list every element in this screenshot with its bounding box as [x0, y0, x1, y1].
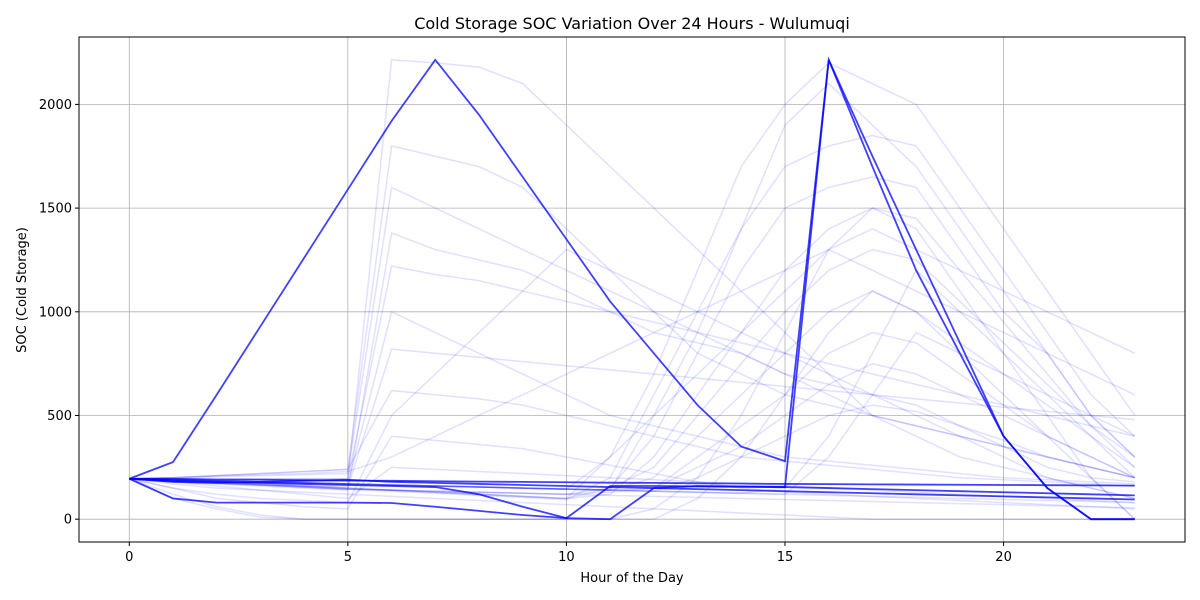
series-line: [129, 62, 1136, 490]
series-line: [129, 265, 1135, 480]
x-tick-label: 5: [344, 550, 352, 565]
series-line: [129, 362, 1136, 496]
series-line: [129, 228, 1136, 480]
highlighted-series-line: [129, 56, 1135, 521]
series-line: [129, 478, 1135, 520]
series-line: [129, 134, 1136, 501]
y-axis-title: SOC (Cold Storage): [15, 227, 30, 353]
highlighted-series-line: [129, 477, 1135, 501]
y-tick-label: 1000: [39, 305, 72, 320]
series-line: [129, 144, 1135, 500]
series-line: [129, 310, 1135, 485]
highlighted-series-layer: [128, 56, 1135, 521]
plot-frame: [78, 36, 1186, 543]
series-line: [129, 348, 1135, 488]
series-line: [129, 231, 1135, 491]
series-line: [129, 176, 1136, 500]
series-line: [129, 248, 1136, 500]
series-line: [129, 478, 1135, 504]
series-line: [129, 82, 1136, 491]
highlighted-series-line: [128, 477, 1135, 521]
y-axis-ticks: 0 500 1000 1500 2000: [39, 98, 79, 528]
series-line: [129, 186, 1135, 480]
x-tick-label: 0: [125, 550, 133, 565]
grid-layer: [79, 37, 1185, 542]
series-line: [129, 389, 1135, 487]
x-tick-label: 20: [995, 550, 1012, 565]
series-line: [129, 404, 1135, 492]
x-tick-label: 10: [558, 550, 575, 565]
series-line: [129, 248, 1135, 504]
chart-title: Cold Storage SOC Variation Over 24 Hours…: [414, 14, 850, 33]
y-tick-label: 2000: [39, 98, 72, 113]
x-tick-label: 15: [777, 550, 794, 565]
series-line: [129, 207, 1136, 500]
y-tick-label: 0: [64, 513, 72, 528]
x-axis-title: Hour of the Day: [580, 571, 684, 586]
highlighted-series-line: [128, 58, 1135, 521]
series-line: [129, 435, 1135, 510]
series-line: [129, 331, 1136, 491]
y-tick-label: 1500: [39, 202, 72, 217]
x-axis-ticks: 0 5 10 15 20: [125, 542, 1012, 565]
series-line: [129, 478, 1135, 509]
series-line: [129, 290, 1136, 491]
series-line: [129, 207, 1136, 520]
series-line: [129, 269, 1136, 495]
y-tick-label: 500: [47, 409, 72, 424]
series-line: [129, 59, 1135, 500]
series-line: [129, 248, 1136, 496]
